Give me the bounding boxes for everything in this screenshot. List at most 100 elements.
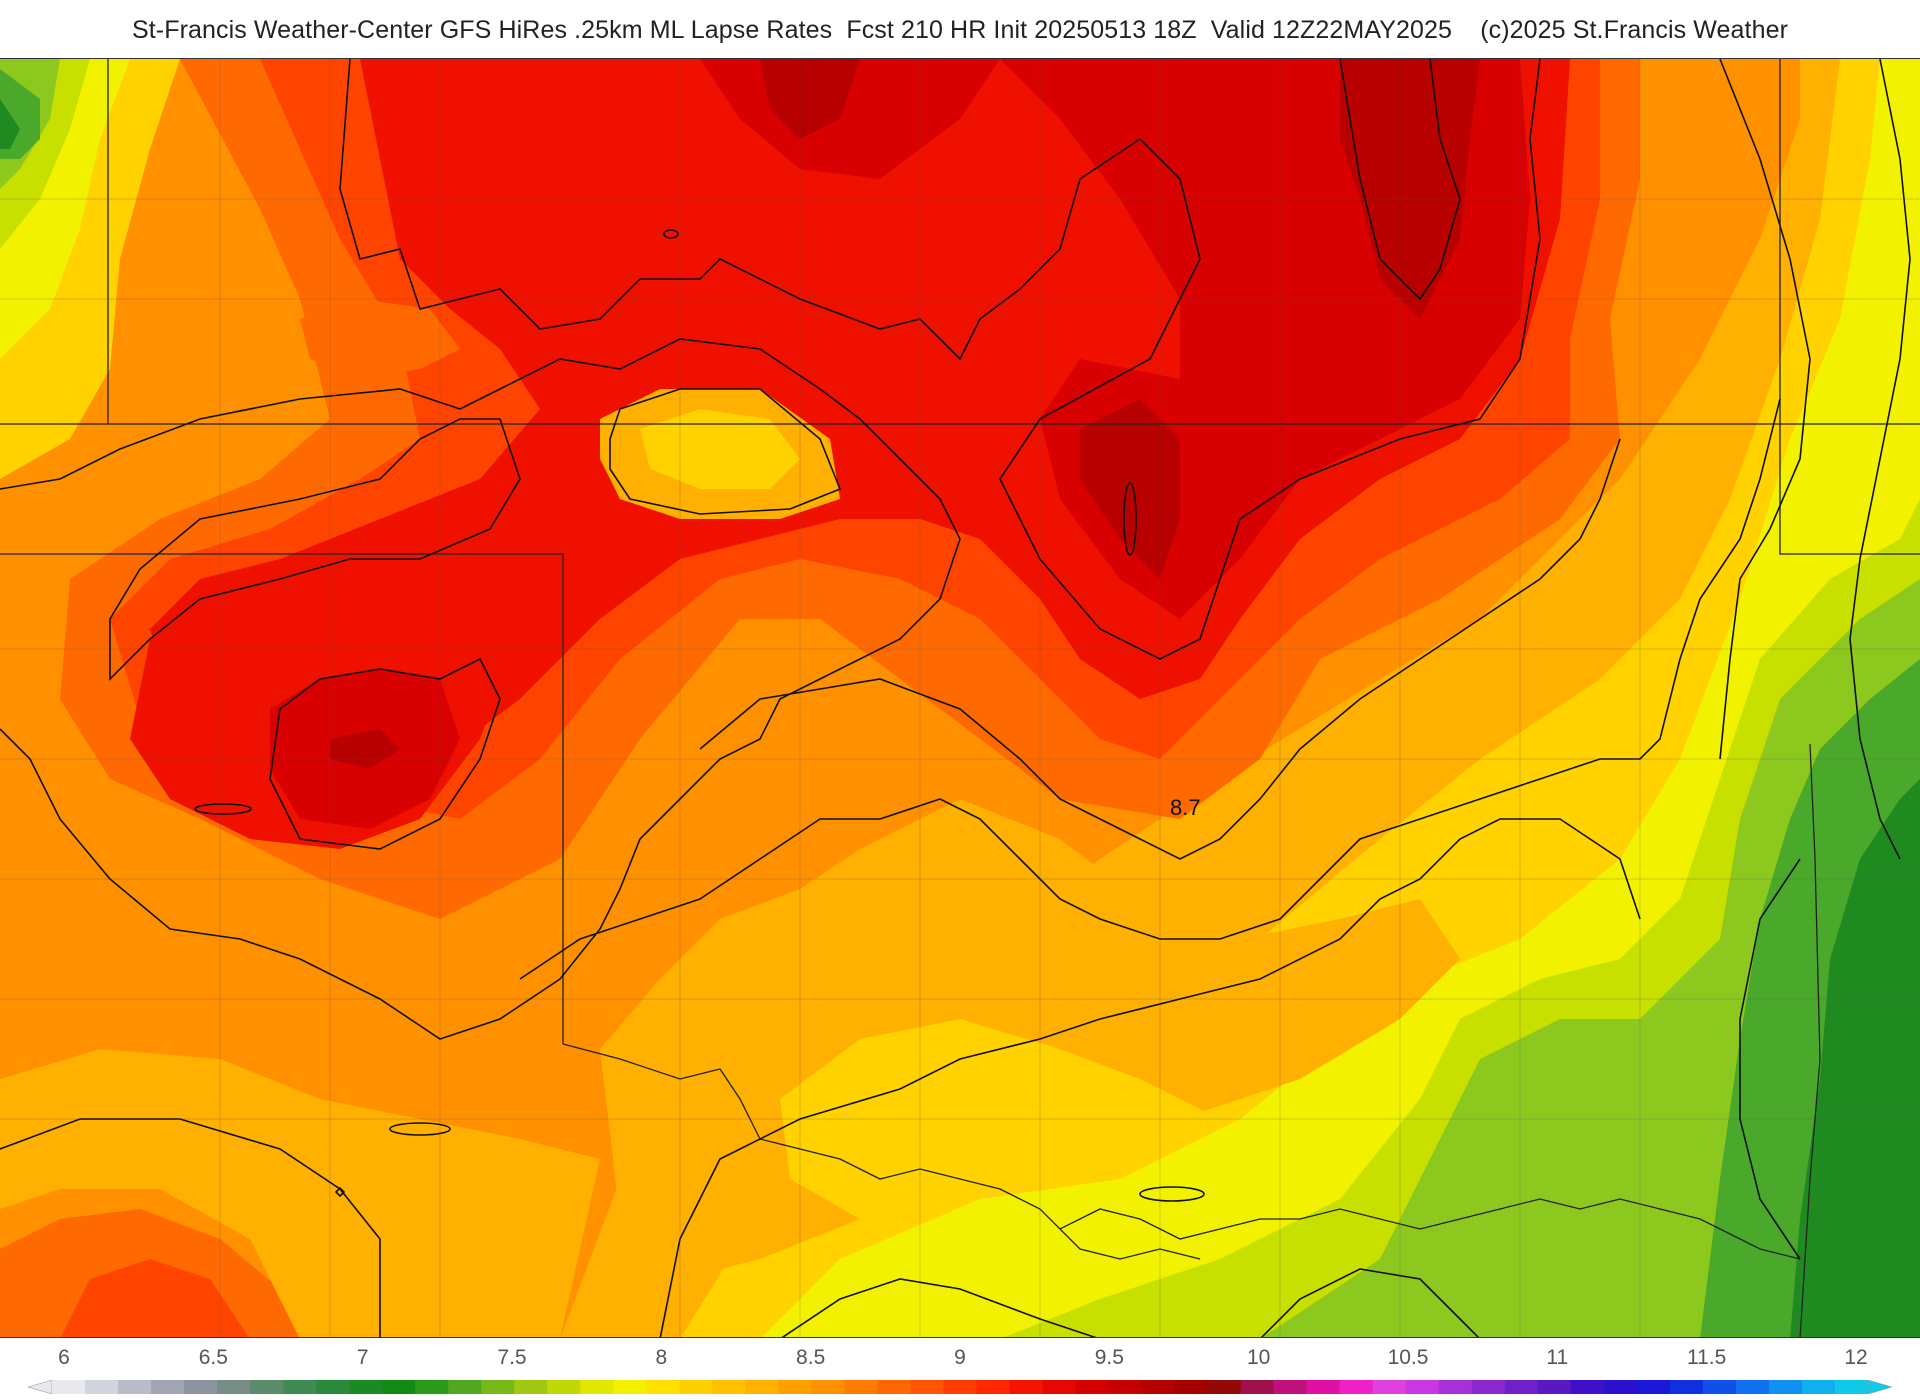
contour-amber-pocket <box>609 388 842 515</box>
colorbar-segment <box>646 1380 680 1394</box>
contour-small-diamond <box>334 1186 346 1198</box>
legend-tick-label: 12 <box>1844 1346 1868 1369</box>
contour-small-oval-5 <box>663 229 679 239</box>
colorbar-segment <box>1240 1380 1275 1394</box>
colorbar-segment <box>85 1380 119 1394</box>
contour-small-oval-2 <box>1139 1186 1205 1202</box>
state-borders <box>0 59 1920 1337</box>
colorbar-segment <box>1141 1380 1176 1394</box>
colorbar-segment <box>118 1380 152 1394</box>
fill-maroon-north <box>760 59 860 139</box>
fill-red-orange-southwest <box>61 1259 249 1337</box>
colorbar-segment <box>1735 1380 1770 1394</box>
colorbar-segment <box>151 1380 185 1394</box>
weather-map[interactable]: 8.7 <box>0 58 1920 1338</box>
colorbar-segment <box>448 1380 482 1394</box>
contour-west-outer <box>109 418 521 681</box>
fill-dark-orange-pocket <box>300 299 460 379</box>
colorbar-segment <box>1801 1380 1836 1394</box>
colorbar-segment <box>943 1380 978 1394</box>
colorbar-segment <box>1471 1380 1506 1394</box>
colorbar-segment <box>1273 1380 1308 1394</box>
contour-small-oval-4 <box>1123 482 1137 556</box>
colorbar-segment <box>1009 1380 1044 1394</box>
legend-tick-label: 6 <box>58 1346 70 1369</box>
colorbar-segment <box>1438 1380 1473 1394</box>
fill-dark-green-northwest <box>0 99 20 149</box>
legend-tick-label: 11.5 <box>1686 1346 1727 1369</box>
filled-contours <box>0 59 1920 1337</box>
colorbar-segment <box>1669 1380 1704 1394</box>
colorbar-segment <box>1174 1380 1209 1394</box>
colorbar-segment <box>52 1380 86 1394</box>
contour-far-east <box>1849 59 1911 860</box>
contour-small-oval-3 <box>194 803 252 815</box>
colorbar-segment <box>778 1380 812 1394</box>
color-scale-bar <box>28 1380 1892 1394</box>
colorbar-segment <box>1570 1380 1605 1394</box>
colorbar-segment <box>250 1380 284 1394</box>
colorbar-segment <box>184 1380 218 1394</box>
colorbar-segment <box>1042 1380 1077 1394</box>
colorbar-left-arrow <box>28 1380 53 1394</box>
colorbar-segment <box>976 1380 1011 1394</box>
legend-tick-label: 9 <box>954 1346 966 1369</box>
fill-dark-green-east <box>1790 779 1920 1337</box>
contour-south-yellow <box>781 1278 1097 1337</box>
contour-south-central <box>659 818 1641 1337</box>
colorbar-segment <box>613 1380 647 1394</box>
contour-west-red <box>269 657 501 850</box>
colorbar-segment <box>1603 1380 1638 1394</box>
legend-tick-label: 8.5 <box>796 1346 826 1369</box>
colorbar-segment <box>514 1380 548 1394</box>
colorbar-segment <box>1372 1380 1407 1394</box>
colorbar-segment <box>1405 1380 1440 1394</box>
contour-west-broad <box>0 338 961 1040</box>
colorbar-segment <box>547 1380 581 1394</box>
colorbar-segment <box>481 1380 515 1394</box>
legend-tick-label: 9.5 <box>1094 1346 1124 1369</box>
colorbar-segment <box>217 1380 251 1394</box>
map-title: St-Francis Weather-Center GFS HiRes .25k… <box>131 16 1789 44</box>
legend-tick-label: 6.5 <box>198 1346 228 1369</box>
colorbar-segment <box>1108 1380 1143 1394</box>
contour-label: 8.7 <box>1170 795 1201 820</box>
contour-north-inner <box>1339 59 1461 301</box>
colorbar-segment <box>1702 1380 1737 1394</box>
color-legend: 6 6.5 7 7.5 8 8.5 9 9.5 10 10.5 11 11.5 12 <box>0 1338 1920 1400</box>
border-red-river-upper <box>1059 1228 1201 1260</box>
colorbar-segment <box>382 1380 416 1394</box>
contour-south-east-bulge <box>1260 1268 1480 1337</box>
title-bar: St-Francis Weather-Center GFS HiRes .25k… <box>0 0 1920 58</box>
colorbar-segment <box>1339 1380 1374 1394</box>
fill-amber-southwest <box>0 1049 600 1337</box>
contour-central-87 <box>699 438 1621 860</box>
fill-maroon-central <box>1080 399 1180 579</box>
colorbar-segment <box>712 1380 746 1394</box>
fill-dark-green-southeast-corner <box>1820 1199 1920 1337</box>
colorbar-segment <box>1306 1380 1341 1394</box>
lapse-rate-map-svg: 8.7 <box>0 59 1920 1337</box>
legend-tick-label: 10.5 <box>1387 1346 1429 1369</box>
border-oklahoma-panhandle-top <box>0 553 564 1044</box>
contour-lines <box>0 59 1911 1337</box>
legend-tick-label: 7 <box>356 1346 369 1369</box>
colorbar-segment <box>910 1380 944 1394</box>
colorbar-segment <box>745 1380 779 1394</box>
colorbar-segment <box>283 1380 317 1394</box>
colorbar-segment <box>1537 1380 1572 1394</box>
colorbar-segment <box>844 1380 878 1394</box>
colorbar-segment <box>811 1380 845 1394</box>
legend-tick-label: 7.5 <box>497 1346 527 1369</box>
contour-north-red <box>339 59 1541 660</box>
legend-tick-label: 8 <box>655 1346 668 1369</box>
colorbar-segment <box>349 1380 383 1394</box>
legend-tick-label: 11 <box>1546 1346 1569 1369</box>
colorbar-segment <box>1075 1380 1110 1394</box>
colorbar-segment <box>1834 1380 1869 1394</box>
colorbar-segment <box>316 1380 350 1394</box>
county-lines <box>0 59 1920 1337</box>
contour-east <box>1719 59 1811 760</box>
colorbar-segment <box>580 1380 614 1394</box>
border-red-river <box>562 1043 1801 1260</box>
